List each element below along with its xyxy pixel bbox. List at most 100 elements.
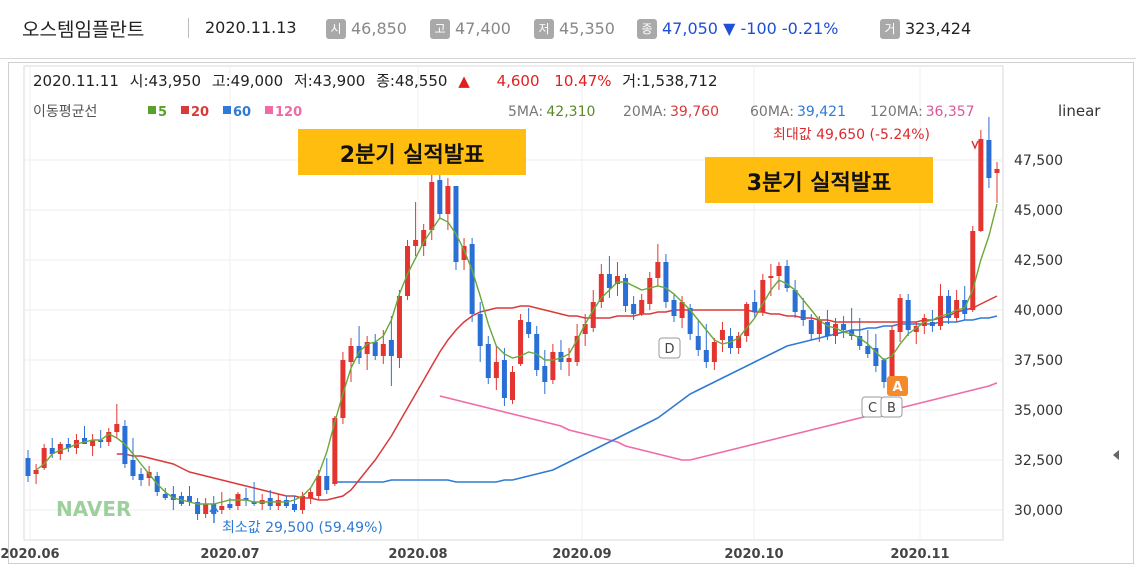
divider: [188, 18, 189, 38]
ma20-path: [116, 295, 998, 501]
candle-body: [792, 290, 798, 312]
candle-body: [114, 424, 120, 432]
legend-label: 5: [158, 105, 167, 120]
x-tick-label: 2020.06: [0, 547, 59, 562]
candle-body: [671, 300, 677, 316]
min-pointer-icon: [209, 504, 219, 513]
candle-body: [493, 362, 499, 378]
close-price: 47,050: [662, 19, 718, 38]
ma-value-label: 5MA:: [508, 104, 543, 120]
info-high: 49,000: [231, 72, 284, 90]
ma60-path: [334, 315, 998, 483]
y-tick-label: 37,500: [1014, 353, 1063, 369]
candle-body: [719, 330, 725, 340]
marker-d[interactable]: [658, 337, 681, 359]
candle-body: [986, 140, 992, 178]
quote-date: 2020.11.13: [205, 18, 297, 37]
candle-body: [251, 502, 257, 504]
naver-watermark: NAVER: [56, 497, 131, 521]
candle-body: [509, 372, 516, 400]
candle-body: [396, 296, 402, 358]
candle-body: [542, 366, 548, 382]
candle-body: [655, 262, 661, 278]
candle-body: [703, 350, 709, 362]
candle-body: [130, 460, 136, 476]
candle-body: [865, 346, 871, 354]
candle-body: [639, 300, 645, 314]
change-percent: -0.21%: [781, 19, 839, 38]
candle-body: [526, 322, 532, 334]
candle-body: [598, 274, 604, 302]
candle-body: [816, 320, 822, 334]
candle-body: [332, 418, 338, 484]
candle-body: [300, 496, 306, 510]
candle-body: [768, 276, 774, 278]
low-price-group: 저 45,350: [534, 18, 615, 39]
min-value-label: 최소값 29,500 (59.49%): [222, 520, 383, 536]
candle-body: [49, 448, 55, 454]
candle-body: [566, 358, 572, 362]
candle-body: [501, 360, 507, 398]
candle-body: [614, 276, 620, 284]
info-volume-label: 거:: [622, 72, 641, 90]
ma5-path: [35, 203, 998, 505]
candle-body: [534, 334, 540, 370]
info-high-label: 고:: [212, 72, 231, 90]
candle-body: [82, 438, 88, 444]
marker-d-label: D: [664, 342, 674, 357]
open-price: 46,850: [351, 19, 407, 38]
candle-body: [606, 274, 612, 288]
candle-body: [243, 498, 249, 500]
legend-swatch: [223, 106, 231, 114]
info-close: 48,550: [395, 72, 448, 90]
marker-a[interactable]: [887, 376, 908, 396]
stock-name: 오스템임플란트: [22, 19, 145, 41]
candle-body: [291, 504, 297, 510]
x-tick-label: 2020.07: [200, 547, 259, 562]
y-axis-ticks: 30,000 32,500 35,000 37,500 40,000 42,500 45,0…: [1014, 153, 1063, 519]
candle-body: [970, 231, 976, 310]
candle-body: [752, 302, 758, 312]
candle-body: [25, 458, 31, 476]
q3-annotation-box: [705, 157, 933, 203]
ma-value: 36,357: [926, 104, 975, 120]
candle-body: [574, 336, 580, 362]
candle-body: [841, 324, 847, 330]
scale-toggle[interactable]: linear: [1058, 102, 1101, 120]
candle-body: [65, 444, 71, 448]
legend-label: 60: [233, 105, 251, 120]
candle-body: [33, 470, 39, 474]
change-arrow: ▼: [723, 19, 736, 38]
ma-value-label: 60MA:: [750, 104, 794, 120]
candle-body: [736, 336, 742, 348]
legend-label: 120: [275, 105, 302, 120]
candle-body: [219, 506, 225, 510]
candle-body: [711, 342, 717, 362]
candle-body: [413, 240, 419, 246]
candle-body: [905, 300, 911, 330]
low-tag: 저: [534, 18, 554, 39]
marker-b[interactable]: [880, 396, 903, 418]
low-price: 45,350: [559, 19, 615, 38]
info-volume: 1,538,712: [641, 72, 717, 90]
candle-body: [461, 246, 467, 260]
candle-body: [138, 474, 144, 480]
volume-group: 거 323,424: [880, 18, 971, 39]
info-open: 43,950: [149, 72, 202, 90]
candle-body: [485, 344, 491, 378]
ma-value-label: 20MA:: [623, 104, 667, 120]
candle-body: [873, 348, 879, 366]
q2-annotation-box: [298, 129, 526, 175]
candle-body: [687, 308, 693, 334]
scroll-right-icon[interactable]: [1113, 450, 1119, 460]
candle-body: [203, 504, 209, 514]
candle-body: [929, 322, 935, 326]
legend-swatch: [265, 106, 273, 114]
candle-body: [824, 322, 830, 336]
ma-values: 5MA: 42,310 20MA: 39,760 60MA: 39,421 120MA: 36…: [508, 104, 975, 120]
candle-body: [994, 169, 1000, 173]
ma-legend: 5 20 60 120: [148, 105, 302, 120]
close-tag: 종: [637, 18, 657, 39]
candle-body: [41, 448, 47, 468]
